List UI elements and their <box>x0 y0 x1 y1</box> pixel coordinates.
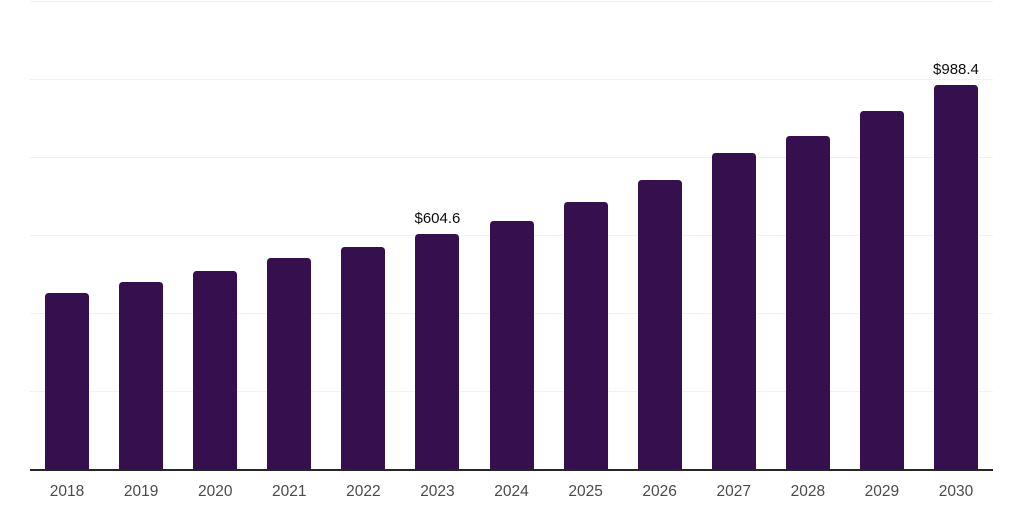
gridline-1000 <box>30 79 993 80</box>
bar-2027[interactable] <box>711 153 756 470</box>
bar-slot-2028 <box>771 0 845 470</box>
bar-2020[interactable] <box>193 270 238 470</box>
bar-slot-2026 <box>623 0 697 470</box>
bar-2022[interactable] <box>341 247 386 470</box>
bars-row: $604.6 $988.4 <box>30 0 993 470</box>
x-tick-2022: 2022 <box>346 483 381 500</box>
bar-slot-2027 <box>697 0 771 470</box>
x-tick-2029: 2029 <box>864 483 900 500</box>
bar-slot-2024 <box>474 0 548 470</box>
bar-slot-2020 <box>178 0 252 470</box>
bar-2023[interactable] <box>415 234 460 470</box>
x-tick-2025: 2025 <box>568 483 603 500</box>
bar-slot-2025 <box>549 0 623 470</box>
bar-slot-2029 <box>845 0 919 470</box>
x-tick-2021: 2021 <box>272 483 307 500</box>
x-tick-2030: 2030 <box>938 483 974 500</box>
bar-2029[interactable] <box>859 111 904 470</box>
x-tick-2020: 2020 <box>197 483 233 500</box>
data-label-2023: $604.6 <box>414 210 461 228</box>
bar-slot-2030: $988.4 <box>919 0 993 470</box>
x-tick-2019: 2019 <box>123 483 159 500</box>
bar-slot-2019 <box>104 0 178 470</box>
bar-slot-2021 <box>252 0 326 470</box>
bar-slot-2023: $604.6 <box>400 0 474 470</box>
bar-slot-2022 <box>326 0 400 470</box>
x-tick-2018: 2018 <box>49 483 85 500</box>
x-axis: 2018 2019 2020 2021 2022 2023 2024 2025 2026 2027… <box>30 484 993 500</box>
bar-2028[interactable] <box>785 135 830 470</box>
x-tick-2023: 2023 <box>420 483 455 500</box>
bar-2026[interactable] <box>637 179 682 470</box>
bar-2030[interactable] <box>933 84 978 470</box>
plot-area: $604.6 $988.4 <box>30 0 993 471</box>
gridline-1200 <box>30 1 993 2</box>
bar-2025[interactable] <box>563 202 608 470</box>
bar-2018[interactable] <box>45 292 90 470</box>
x-tick-2027: 2027 <box>716 483 751 500</box>
bar-slot-2018 <box>30 0 104 470</box>
gridline-800 <box>30 157 993 158</box>
bar-2019[interactable] <box>119 282 164 470</box>
bar-2021[interactable] <box>267 258 312 470</box>
x-tick-2026: 2026 <box>642 483 677 500</box>
data-label-2030: $988.4 <box>933 60 979 78</box>
x-tick-2024: 2024 <box>494 483 529 500</box>
x-tick-2028: 2028 <box>790 483 826 500</box>
bar-2024[interactable] <box>489 220 534 470</box>
x-axis-line <box>30 469 993 471</box>
